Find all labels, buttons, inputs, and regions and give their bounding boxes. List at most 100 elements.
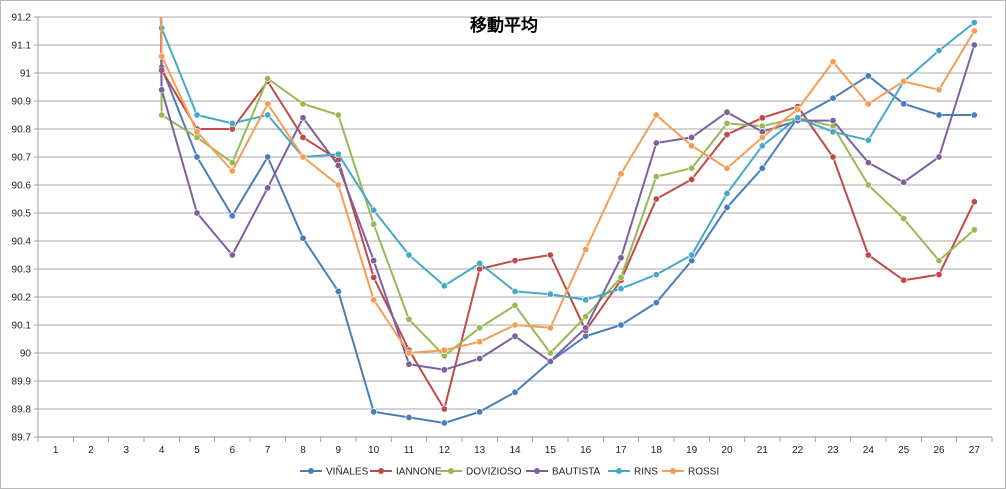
series-2-point-24 bbox=[970, 198, 978, 206]
series-5-point-3 bbox=[228, 119, 236, 127]
series-2-point-5 bbox=[299, 133, 307, 141]
series-1-point-9 bbox=[440, 419, 448, 427]
series-2-point-16 bbox=[688, 175, 696, 183]
series-1-point-8 bbox=[405, 413, 413, 421]
series-5-point-17 bbox=[723, 189, 731, 197]
series-1-point-4 bbox=[264, 153, 272, 161]
series-3-point-24 bbox=[970, 226, 978, 234]
series-3-point-13 bbox=[582, 313, 590, 321]
series-5-point-8 bbox=[405, 251, 413, 259]
series-5-point-6 bbox=[334, 150, 342, 158]
series-6-point-13 bbox=[582, 245, 590, 253]
legend-item-1: VIÑALES bbox=[300, 465, 369, 478]
series-1 bbox=[158, 17, 978, 427]
series-3-point-10 bbox=[476, 324, 484, 332]
series-2-point-12 bbox=[546, 251, 554, 259]
series-5-point-10 bbox=[476, 259, 484, 267]
series-3-point-5 bbox=[299, 100, 307, 108]
series-4-point-15 bbox=[652, 139, 660, 147]
series-3-point-3 bbox=[228, 159, 236, 167]
series-6-line bbox=[160, 30, 976, 354]
series-4-point-11 bbox=[511, 332, 519, 340]
series-5 bbox=[158, 17, 978, 304]
legend-item-6: ROSSI bbox=[662, 467, 719, 478]
xtick-label-7: 7 bbox=[265, 445, 271, 456]
legend-label-3: DOVIZIOSO bbox=[466, 467, 522, 478]
legend-item-4: BAUTISTA bbox=[526, 467, 600, 478]
series-4-point-5 bbox=[299, 114, 307, 122]
legend-marker-6 bbox=[670, 468, 676, 474]
xtick-label-14: 14 bbox=[509, 445, 521, 456]
series-2 bbox=[158, 17, 978, 413]
series-1-point-10 bbox=[476, 408, 484, 416]
ytick-label-1: 89.8 bbox=[12, 405, 32, 416]
xtick-label-10: 10 bbox=[368, 445, 380, 456]
ytick-label-2: 89.9 bbox=[12, 377, 32, 388]
series-5-point-14 bbox=[617, 285, 625, 293]
series-5-point-19 bbox=[794, 114, 802, 122]
series-1-line bbox=[160, 67, 975, 424]
series-3-point-22 bbox=[900, 215, 908, 223]
xtick-label-11: 11 bbox=[404, 445, 415, 456]
legend-item-5: RINS bbox=[608, 467, 658, 478]
series-6-point-15 bbox=[652, 111, 660, 119]
ytick-label-13: 91 bbox=[20, 69, 32, 80]
series-6-point-21 bbox=[864, 100, 872, 108]
series-2-point-21 bbox=[864, 251, 872, 259]
series-4-point-10 bbox=[476, 355, 484, 363]
series-3-point-4 bbox=[264, 75, 272, 83]
series-4-point-14 bbox=[617, 254, 625, 262]
series-6-point-23 bbox=[935, 86, 943, 94]
series-5-point-20 bbox=[829, 128, 837, 136]
series-6-point-14 bbox=[617, 170, 625, 178]
series-5-line bbox=[160, 21, 975, 301]
series-5-point-11 bbox=[511, 287, 519, 295]
series-2-point-23 bbox=[935, 271, 943, 279]
series-4-point-1 bbox=[158, 86, 166, 94]
series-5-point-12 bbox=[546, 290, 554, 298]
series-4-point-2 bbox=[193, 209, 201, 217]
series-5-point-9 bbox=[440, 282, 448, 290]
xtick-label-16: 16 bbox=[580, 445, 592, 456]
series-4-point-12 bbox=[546, 357, 554, 365]
series-3-point-14 bbox=[617, 273, 625, 281]
xtick-label-6: 6 bbox=[230, 445, 236, 456]
series-5-point-16 bbox=[688, 251, 696, 259]
series-1-point-2 bbox=[193, 153, 201, 161]
series-4-point-13 bbox=[582, 324, 590, 332]
series-6-point-3 bbox=[228, 167, 236, 175]
series-4-point-17 bbox=[723, 108, 731, 116]
series-6-point-19 bbox=[794, 105, 802, 113]
series-1-point-15 bbox=[652, 299, 660, 307]
series-3-point-6 bbox=[334, 111, 342, 119]
series-5-point-2 bbox=[193, 111, 201, 119]
series-6-point-6 bbox=[334, 181, 342, 189]
series-2-point-7 bbox=[370, 273, 378, 281]
series-6-point-7 bbox=[370, 296, 378, 304]
series-1-point-3 bbox=[228, 212, 236, 220]
xtick-label-23: 23 bbox=[827, 445, 839, 456]
series-1-point-20 bbox=[829, 94, 837, 102]
ytick-label-4: 90.1 bbox=[12, 321, 32, 332]
xtick-label-5: 5 bbox=[194, 445, 200, 456]
xtick-label-3: 3 bbox=[124, 445, 130, 456]
series-1-point-11 bbox=[511, 388, 519, 396]
series-1-point-22 bbox=[900, 100, 908, 108]
series-6-point-18 bbox=[758, 133, 766, 141]
series-3-point-12 bbox=[546, 349, 554, 357]
series-4-point-22 bbox=[900, 178, 908, 186]
series-6-point-17 bbox=[723, 164, 731, 172]
xtick-label-26: 26 bbox=[933, 445, 945, 456]
series-5-point-21 bbox=[864, 136, 872, 144]
series-4-point-7 bbox=[370, 257, 378, 265]
series-6-point-10 bbox=[476, 338, 484, 346]
ytick-label-0: 89.7 bbox=[12, 433, 32, 444]
series-6-point-8 bbox=[405, 349, 413, 357]
series-1-point-23 bbox=[935, 111, 943, 119]
ytick-label-5: 90.2 bbox=[12, 293, 32, 304]
xtick-label-2: 2 bbox=[88, 445, 94, 456]
xtick-label-27: 27 bbox=[969, 445, 981, 456]
series-3-point-11 bbox=[511, 301, 519, 309]
series-2-point-11 bbox=[511, 257, 519, 265]
